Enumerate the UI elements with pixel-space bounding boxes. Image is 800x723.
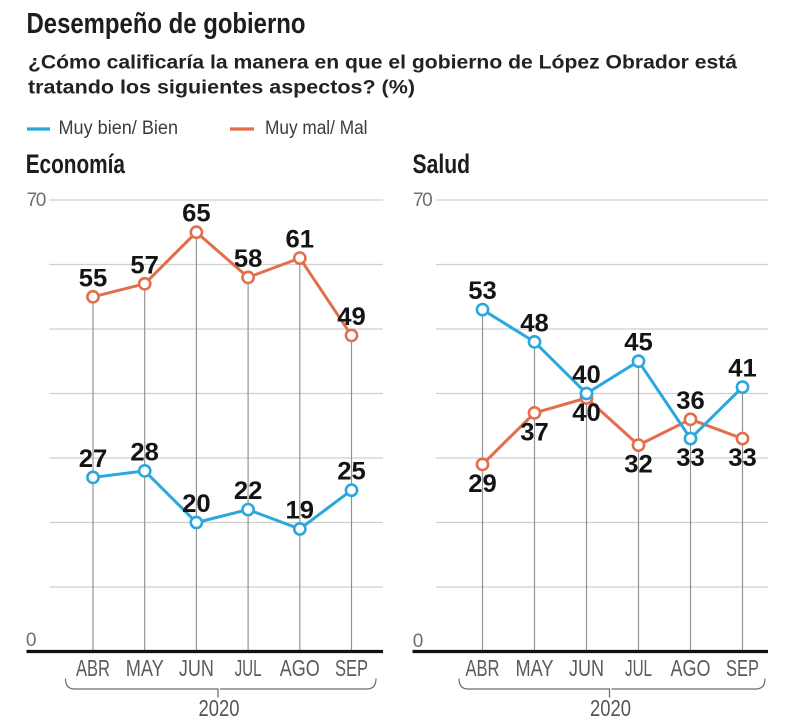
svg-text:49: 49 [337,303,366,331]
svg-text:40: 40 [572,399,601,427]
svg-text:37: 37 [520,418,549,446]
svg-text:JUL: JUL [625,655,652,681]
svg-text:2020: 2020 [590,695,631,721]
svg-text:27: 27 [79,445,108,473]
svg-text:Muy mal/ Mal: Muy mal/ Mal [265,118,368,139]
svg-text:70: 70 [27,190,46,211]
svg-text:65: 65 [182,200,211,228]
svg-text:MAY: MAY [516,655,554,681]
svg-text:SEP: SEP [726,655,759,681]
svg-text:53: 53 [468,277,497,305]
svg-text:57: 57 [130,251,159,279]
svg-text:70: 70 [413,190,432,211]
svg-text:JUL: JUL [235,655,262,681]
svg-text:41: 41 [728,355,757,383]
svg-text:22: 22 [234,477,263,505]
svg-text:AGO: AGO [280,655,320,681]
svg-text:29: 29 [468,470,497,498]
svg-text:0: 0 [413,631,424,652]
svg-text:SEP: SEP [335,655,368,681]
svg-text:Muy bien/ Bien: Muy bien/ Bien [59,118,179,139]
svg-text:55: 55 [79,264,108,292]
svg-text:48: 48 [520,309,549,337]
svg-text:JUN: JUN [179,655,214,681]
svg-text:28: 28 [130,438,159,466]
svg-text:33: 33 [676,444,705,472]
svg-text:0: 0 [26,630,37,651]
svg-text:ABR: ABR [466,655,500,681]
svg-text:2020: 2020 [199,695,240,721]
svg-text:40: 40 [572,361,601,389]
svg-text:36: 36 [676,387,705,415]
svg-text:ABR: ABR [76,655,110,681]
svg-text:20: 20 [182,490,211,518]
svg-text:61: 61 [286,226,315,254]
svg-text:¿Cómo calificaría la manera en: ¿Cómo calificaría la manera en que el go… [28,53,737,74]
svg-text:Salud: Salud [413,149,471,179]
svg-text:AGO: AGO [671,655,711,681]
svg-text:JUN: JUN [569,655,604,681]
svg-text:Desempeño de gobierno: Desempeño de gobierno [27,8,306,40]
svg-text:25: 25 [337,458,366,486]
svg-text:32: 32 [624,451,653,479]
svg-text:MAY: MAY [126,655,164,681]
svg-text:Economía: Economía [26,149,126,179]
svg-text:19: 19 [286,497,315,525]
svg-text:58: 58 [234,245,263,273]
svg-text:33: 33 [728,444,757,472]
svg-text:tratando los siguientes aspect: tratando los siguientes aspectos? (%) [28,78,415,99]
svg-text:45: 45 [624,329,653,357]
